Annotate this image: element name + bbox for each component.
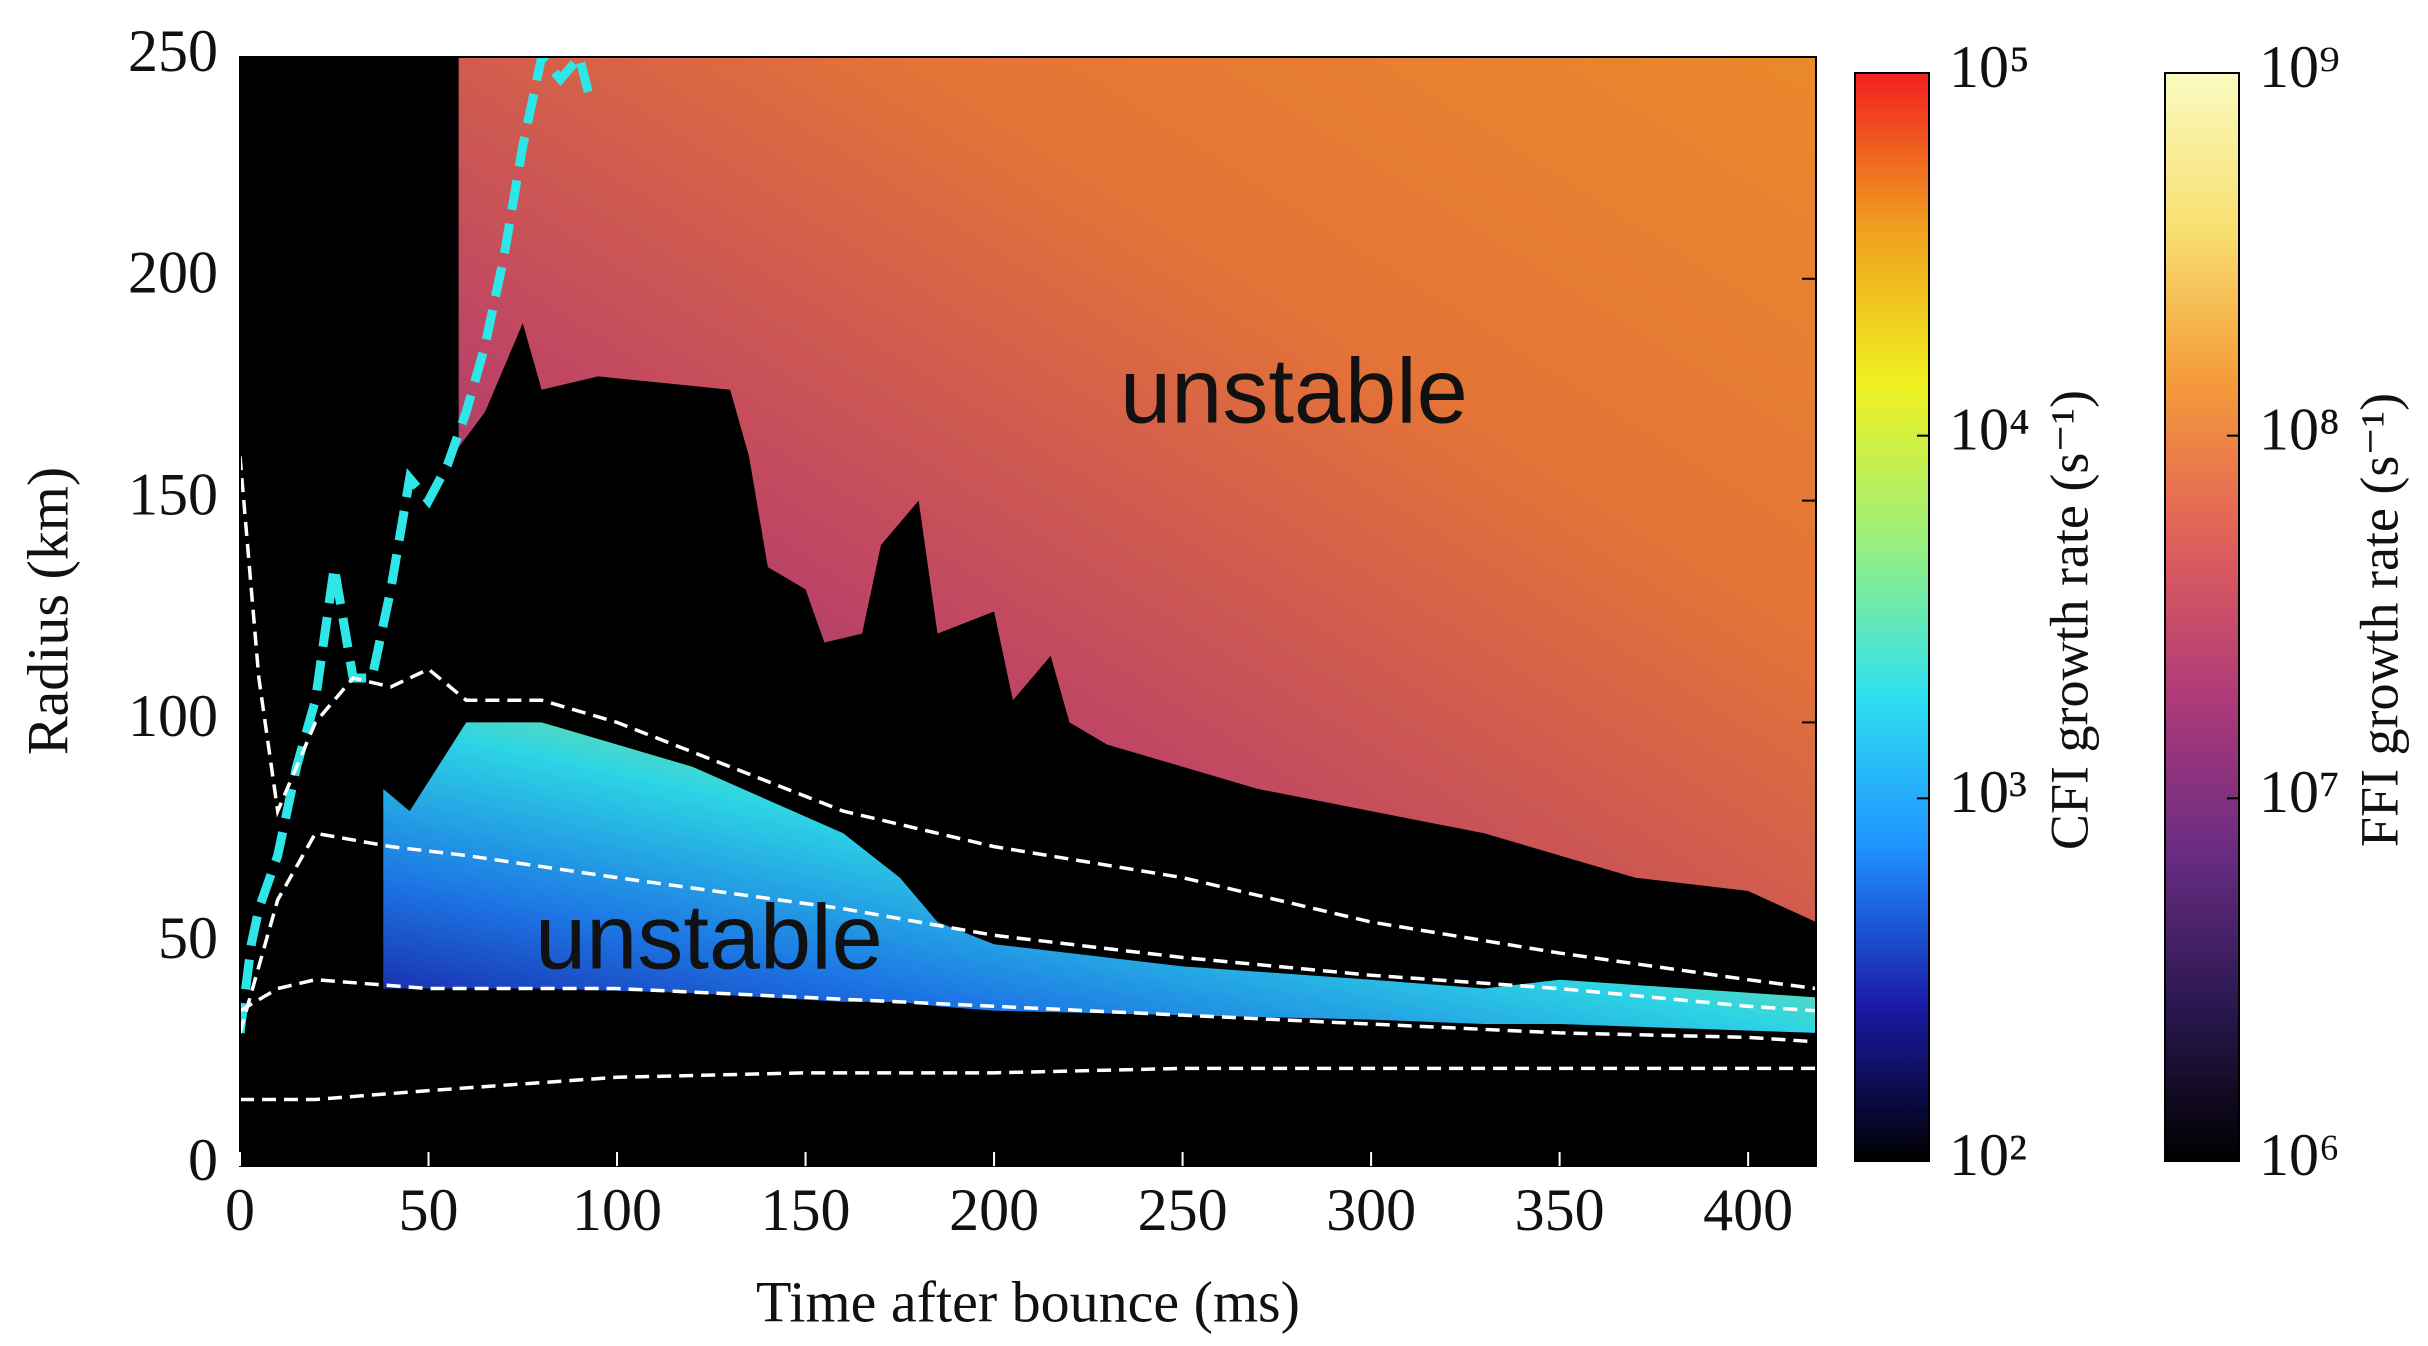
contour-line bbox=[240, 456, 1816, 991]
colorbar-tick-label: 10³ bbox=[1949, 759, 2027, 825]
y-tick-label: 200 bbox=[128, 240, 218, 306]
contour-line bbox=[240, 57, 596, 1034]
colorbar-label: CFI growth rate (s⁻¹) bbox=[2039, 390, 2099, 850]
x-tick-label: 100 bbox=[572, 1177, 662, 1243]
colorbar-tick-label: 10⁸ bbox=[2259, 396, 2340, 462]
colorbar-tick-label: 10⁴ bbox=[1949, 396, 2030, 462]
y-tick-label: 100 bbox=[128, 683, 218, 749]
y-tick-label: 250 bbox=[128, 18, 218, 84]
contour-line bbox=[240, 831, 1816, 1034]
colorbar-label: FFI growth rate (s⁻¹) bbox=[2349, 393, 2409, 847]
colorbar-tick-label: 10⁹ bbox=[2259, 34, 2340, 100]
annotation: unstable bbox=[535, 886, 883, 988]
unstable-region bbox=[458, 57, 1816, 923]
colorbar-tick-label: 10² bbox=[1949, 1122, 2027, 1188]
x-tick-label: 0 bbox=[225, 1177, 255, 1243]
x-tick-label: 50 bbox=[399, 1177, 459, 1243]
plot-frame bbox=[239, 56, 1817, 1167]
y-tick-label: 0 bbox=[188, 1127, 218, 1193]
y-tick-label: 50 bbox=[158, 905, 218, 971]
unstable-region bbox=[383, 722, 1816, 1033]
annotation: unstable bbox=[1120, 340, 1468, 442]
x-axis-label: Time after bounce (ms) bbox=[756, 1269, 1300, 1334]
contour-line bbox=[240, 1066, 1816, 1102]
x-tick-label: 150 bbox=[761, 1177, 851, 1243]
x-tick-label: 300 bbox=[1326, 1177, 1416, 1243]
x-tick-label: 400 bbox=[1703, 1177, 1793, 1243]
colorbar-tick-label: 10⁶ bbox=[2259, 1122, 2340, 1188]
colorbar bbox=[2164, 72, 2240, 1162]
y-axis-label: Radius (km) bbox=[15, 467, 80, 755]
colorbar-tick-label: 10⁵ bbox=[1949, 34, 2030, 100]
colorbar bbox=[1854, 72, 1930, 1162]
contour-line bbox=[240, 977, 1816, 1044]
colorbar-tick-label: 10⁷ bbox=[2259, 759, 2340, 825]
x-tick-label: 200 bbox=[949, 1177, 1039, 1243]
x-tick-label: 350 bbox=[1515, 1177, 1605, 1243]
y-tick-label: 150 bbox=[128, 461, 218, 527]
x-tick-label: 250 bbox=[1138, 1177, 1228, 1243]
